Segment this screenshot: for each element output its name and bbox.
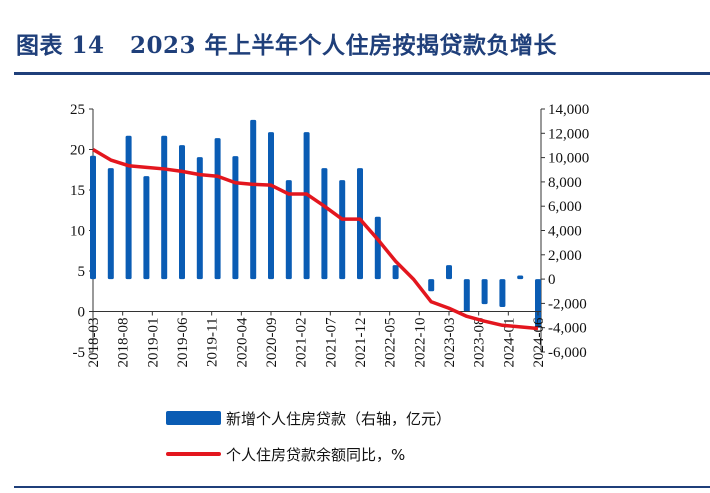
x-tick-label: 2021-07 [323, 317, 339, 367]
bar [392, 265, 399, 280]
title-divider [14, 72, 710, 75]
x-tick-label: 2019-06 [175, 317, 191, 367]
x-tick-label: 2020-09 [264, 318, 280, 368]
bar [339, 180, 346, 280]
bar [517, 275, 524, 280]
right-tick-label: 0 [548, 272, 556, 288]
legend-swatch-bar [166, 411, 221, 425]
x-tick-label: 2023-03 [442, 318, 458, 368]
bar [214, 138, 221, 280]
bar [179, 145, 185, 280]
bar [250, 119, 257, 280]
line-series-yoy [92, 147, 539, 331]
bar [535, 279, 541, 328]
x-tick-label: 2020-04 [234, 317, 250, 367]
left-tick-label: 10 [70, 224, 85, 240]
bottom-divider [14, 486, 710, 488]
left-tick-label: 25 [70, 102, 85, 118]
x-tick-label: 2019-01 [145, 318, 161, 368]
bar [303, 132, 310, 280]
bar [107, 168, 114, 280]
right-tick-label: 10,000 [548, 151, 589, 167]
bar [357, 168, 363, 280]
right-tick-label: 12,000 [548, 126, 589, 142]
left-tick-label: 20 [70, 143, 85, 159]
bar [499, 279, 506, 308]
bar [481, 279, 488, 305]
left-tick-label: 0 [78, 305, 86, 321]
right-tick-label: -2,000 [548, 296, 587, 312]
bar [232, 156, 239, 280]
right-tick-label: 4,000 [548, 224, 582, 240]
bar [143, 176, 150, 280]
bar [196, 157, 203, 280]
left-tick-label: 15 [70, 183, 85, 199]
bar [374, 216, 381, 280]
bar [321, 168, 328, 280]
bar [446, 265, 452, 280]
bar [285, 180, 292, 280]
left-tick-label: 5 [78, 264, 86, 280]
legend-swatch-line [166, 452, 221, 456]
right-tick-label: 6,000 [548, 199, 582, 215]
right-tick-label: 14,000 [548, 102, 589, 118]
x-tick-label: 2018-08 [116, 318, 132, 368]
x-tick-label: 2022-10 [412, 318, 428, 368]
legend-label-bar: 新增个人住房贷款（右轴，亿元） [226, 410, 451, 428]
bar [428, 279, 435, 292]
x-tick-label: 2021-12 [353, 318, 369, 368]
right-tick-label: -4,000 [548, 321, 587, 337]
right-tick-label: 2,000 [548, 248, 582, 264]
x-tick-label: 2018-03 [86, 318, 102, 368]
bar [90, 155, 96, 280]
bar [161, 135, 168, 280]
right-tick-label: 8,000 [548, 175, 582, 191]
x-tick-label: 2022-05 [383, 318, 399, 368]
bar [125, 135, 132, 280]
bar [268, 132, 274, 280]
legend-label-line: 个人住房贷款余额同比，% [226, 446, 405, 464]
left-tick-label: -5 [73, 345, 86, 361]
chart-title: 图表 14 2023 年上半年个人住房按揭贷款负增长 [16, 32, 558, 59]
x-tick-label: 2019-11 [205, 318, 221, 367]
x-tick-label: 2023-08 [472, 318, 488, 368]
x-tick-label: 2021-02 [294, 318, 310, 368]
bar [463, 279, 470, 312]
x-tick-label: 2024-01 [501, 318, 517, 368]
right-tick-label: -6,000 [548, 345, 587, 361]
x-tick-label: 2024-06 [531, 317, 547, 367]
